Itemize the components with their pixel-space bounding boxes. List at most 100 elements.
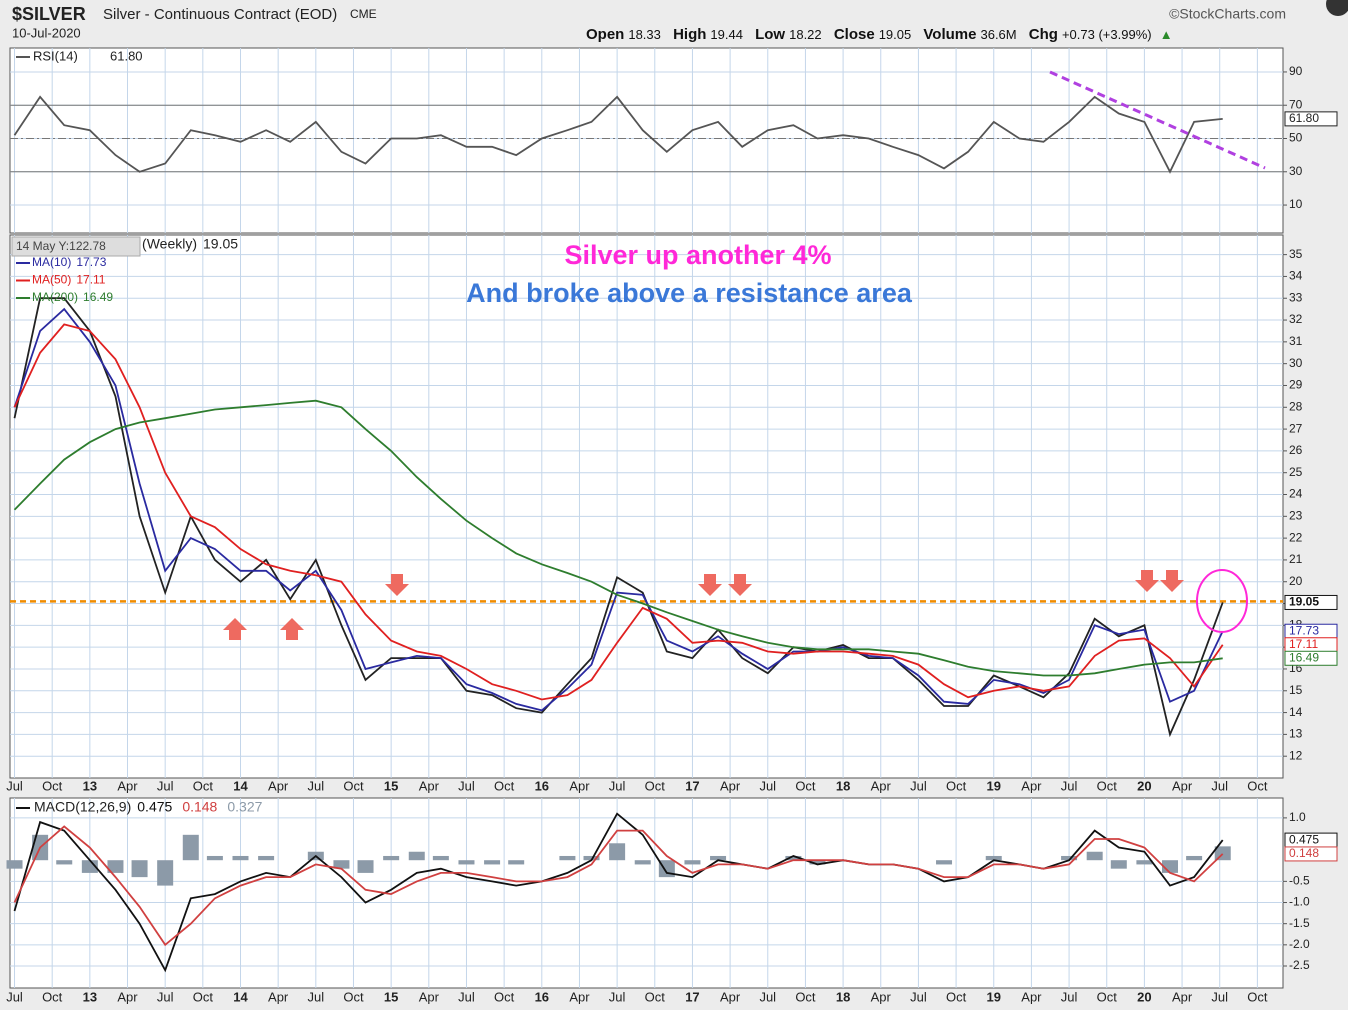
down-arrow <box>728 574 752 596</box>
histogram-bar <box>684 860 701 865</box>
histogram-bar <box>809 860 826 865</box>
value-box-label: 17.73 <box>1289 623 1319 637</box>
y-tick-label: 35 <box>1289 247 1303 261</box>
x-tick-label: Jul <box>157 778 174 793</box>
x-tick-label: Apr <box>268 778 289 793</box>
x-tick-label: Oct <box>795 778 816 793</box>
annotation: Silver up another 4% <box>564 240 831 270</box>
x-tick-label: Jul <box>458 989 475 1004</box>
x-tick-label: 15 <box>384 778 398 793</box>
x-tick-label: Oct <box>494 989 515 1004</box>
x-tick-label: Oct <box>946 778 967 793</box>
x-tick-label: Jul <box>609 989 626 1004</box>
x-tick-label: Jul <box>1061 989 1078 1004</box>
quote-value: 19.44 <box>710 27 743 42</box>
y-tick-label: -1.5 <box>1289 916 1310 930</box>
highlight-circle <box>1196 569 1248 633</box>
y-tick-label: -2.0 <box>1289 937 1310 951</box>
down-arrow <box>385 574 409 596</box>
exchange: CME <box>350 7 377 21</box>
x-tick-label: Jul <box>910 989 927 1004</box>
x-tick-label: Oct <box>645 778 666 793</box>
y-tick-label: 32 <box>1289 312 1303 326</box>
histogram-bar <box>357 860 374 873</box>
x-tick-label: Oct <box>645 989 666 1004</box>
x-tick-label: Oct <box>193 778 214 793</box>
y-tick-label: 13 <box>1289 727 1303 741</box>
x-tick-label: Apr <box>871 989 892 1004</box>
x-tick-label: Jul <box>1211 989 1228 1004</box>
quote-value: 18.33 <box>628 27 661 42</box>
annotation: And broke above a resistance area <box>466 278 913 308</box>
x-tick-label: 16 <box>535 989 549 1004</box>
y-tick-label: 30 <box>1289 164 1303 178</box>
x-tick-label: Apr <box>1172 989 1193 1004</box>
value-box-label: 16.49 <box>1289 650 1319 664</box>
histogram-bar <box>157 860 174 886</box>
y-tick-label: 28 <box>1289 399 1303 413</box>
x-tick-label: Oct <box>193 989 214 1004</box>
histogram-bar <box>559 855 576 861</box>
x-tick-label: 18 <box>836 989 850 1004</box>
legend-label: MA(10) <box>32 255 71 269</box>
quote: Open 18.33 High 19.44 Low 18.22 Close 19.05 … <box>578 26 1173 43</box>
x-tick-label: Oct <box>1097 778 1118 793</box>
histogram-bar <box>258 855 275 861</box>
y-tick-label: 10 <box>1289 197 1303 211</box>
x-tick-label: Apr <box>569 989 590 1004</box>
legend-label: MA(50) <box>32 273 71 287</box>
y-tick-label: 50 <box>1289 131 1303 145</box>
x-tick-label: Apr <box>419 778 440 793</box>
x-tick-label: 14 <box>233 778 248 793</box>
quote-value: 36.6M <box>980 27 1017 42</box>
y-tick-label: 12 <box>1289 748 1303 762</box>
x-tick-label: Jul <box>6 989 23 1004</box>
x-tick-label: 16 <box>535 778 549 793</box>
up-icon: ▲ <box>1159 27 1173 42</box>
tooltip <box>11 236 141 257</box>
x-tick-label: Jul <box>157 989 174 1004</box>
quote-label: Close <box>833 26 875 43</box>
histogram-bar <box>583 855 600 861</box>
quote-label: Open <box>586 26 625 43</box>
histogram-bar <box>936 860 953 865</box>
value-box-label: 61.80 <box>1289 111 1319 125</box>
x-tick-label: Apr <box>720 778 741 793</box>
x-tick-label: Oct <box>946 989 967 1004</box>
x-tick-label: Oct <box>1247 989 1268 1004</box>
x-tick-label: 13 <box>83 989 97 1004</box>
y-tick-label: 70 <box>1289 97 1303 111</box>
histogram-bar <box>458 860 475 865</box>
histogram-bar <box>107 860 124 873</box>
x-tick-label: Apr <box>268 989 289 1004</box>
up-arrow <box>223 618 247 640</box>
histogram-bar <box>484 860 501 865</box>
value-box <box>1284 594 1338 610</box>
legend-value: 0.475 <box>137 799 172 815</box>
x-tick-label: Jul <box>6 778 23 793</box>
x-tick-label: 15 <box>384 989 398 1004</box>
histogram-bar <box>432 855 449 861</box>
x-tick-label: 18 <box>836 778 850 793</box>
y-tick-label: 31 <box>1289 334 1303 348</box>
x-tick-label: Oct <box>42 989 63 1004</box>
legend-label: MACD(12,26,9) <box>34 799 131 815</box>
close-button[interactable] <box>1326 0 1348 16</box>
quote-label: Low <box>755 26 786 43</box>
x-tick-label: Oct <box>343 989 364 1004</box>
histogram-bar <box>408 851 425 861</box>
tooltip-text: 14 May Y:122.78 <box>16 239 106 253</box>
x-tick-label: Oct <box>42 778 63 793</box>
x-tick-label: Jul <box>759 989 776 1004</box>
histogram-bar <box>383 855 400 861</box>
histogram-bar <box>6 860 23 869</box>
x-tick-label: Jul <box>308 778 325 793</box>
y-tick-label: -1.0 <box>1289 895 1310 909</box>
y-tick-label: 25 <box>1289 465 1303 479</box>
x-tick-label: Oct <box>795 989 816 1004</box>
panel <box>9 47 1284 234</box>
y-tick-label: 14 <box>1289 705 1303 719</box>
brand: ©StockCharts.com <box>1169 6 1286 22</box>
x-tick-label: 20 <box>1137 989 1151 1004</box>
